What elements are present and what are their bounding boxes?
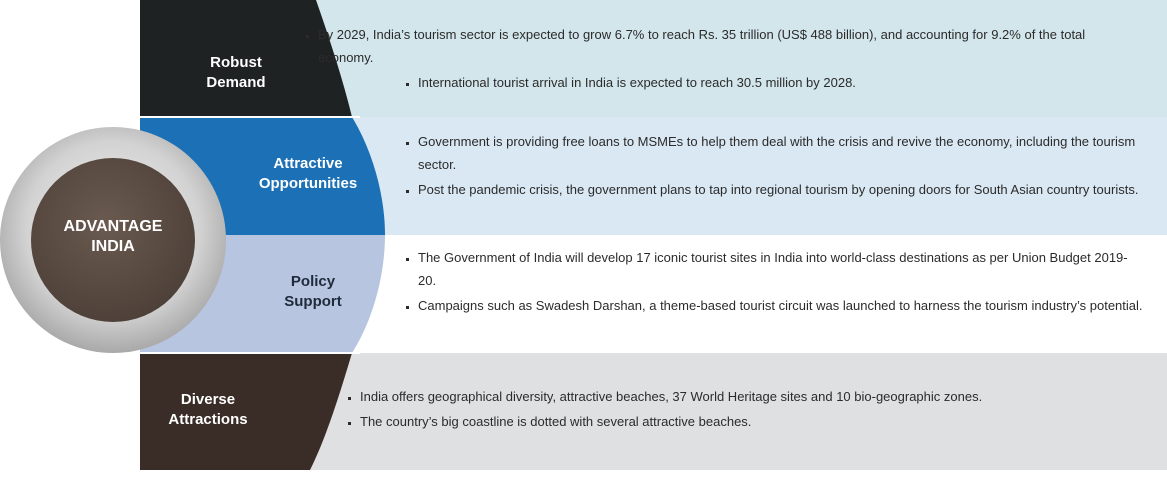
segment-robust-demand	[140, 0, 352, 117]
label-robust-demand-line1: Robust	[210, 54, 262, 71]
bullet-attractive-opportunities-2: Post the pandemic crisis, the government…	[418, 178, 1143, 201]
bullets-robust-demand: By 2029, India’s tourism sector is expec…	[298, 23, 1143, 96]
bullets-diverse-attractions: India offers geographical diversity, att…	[340, 385, 1140, 435]
label-attractive-opportunities-line2: Opportunities	[258, 175, 358, 192]
bullet-diverse-attractions-2: The country’s big coastline is dotted wi…	[360, 410, 1140, 433]
center-disk	[31, 158, 195, 322]
bullets-policy-support: The Government of India will develop 17 …	[398, 246, 1143, 319]
bullet-attractive-opportunities-1: Government is providing free loans to MS…	[418, 130, 1143, 176]
bullet-policy-support-1: The Government of India will develop 17 …	[418, 246, 1143, 292]
bullet-diverse-attractions-1: India offers geographical diversity, att…	[360, 385, 1140, 408]
center-label-line2: INDIA	[91, 238, 135, 255]
segment-diverse-attractions	[140, 353, 352, 470]
label-diverse-attractions: Diverse Attractions	[158, 390, 258, 430]
label-policy-support: Policy Support	[268, 272, 358, 312]
label-policy-support-line1: Policy	[290, 273, 336, 290]
label-attractive-opportunities: Attractive Opportunities	[245, 154, 371, 194]
center-label: ADVANTAGE INDIA	[31, 217, 195, 257]
label-diverse-attractions-line1: Diverse	[180, 391, 236, 408]
label-attractive-opportunities-line1: Attractive	[273, 155, 343, 172]
label-robust-demand: Robust Demand	[186, 53, 286, 93]
label-robust-demand-line2: Demand	[206, 74, 266, 91]
bullets-attractive-opportunities: Government is providing free loans to MS…	[398, 130, 1143, 203]
label-diverse-attractions-line2: Attractions	[168, 411, 248, 428]
label-policy-support-line2: Support	[284, 293, 342, 310]
bullet-policy-support-2: Campaigns such as Swadesh Darshan, a the…	[418, 294, 1143, 317]
bullet-robust-demand-2: International tourist arrival in India i…	[418, 71, 1143, 94]
bullet-robust-demand-1: By 2029, India’s tourism sector is expec…	[318, 23, 1143, 69]
center-label-line1: ADVANTAGE	[63, 218, 163, 235]
